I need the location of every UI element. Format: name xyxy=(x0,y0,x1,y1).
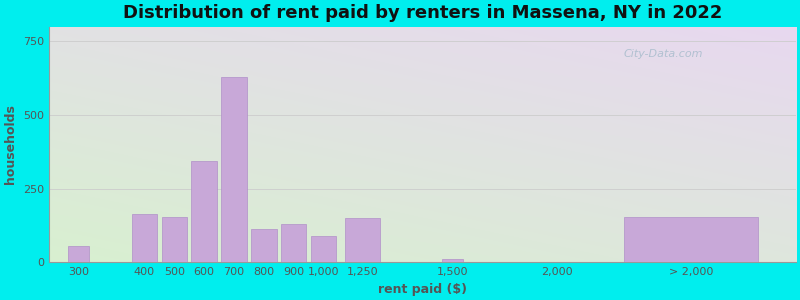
Text: City-Data.com: City-Data.com xyxy=(624,49,703,59)
Bar xyxy=(222,76,246,262)
Bar xyxy=(311,236,336,262)
Bar xyxy=(251,229,277,262)
Bar xyxy=(162,217,187,262)
Bar xyxy=(68,246,89,262)
Bar xyxy=(442,260,462,262)
Y-axis label: households: households xyxy=(4,104,17,184)
Bar xyxy=(281,224,306,262)
X-axis label: rent paid ($): rent paid ($) xyxy=(378,283,466,296)
Bar xyxy=(132,214,157,262)
Bar xyxy=(345,218,381,262)
Title: Distribution of rent paid by renters in Massena, NY in 2022: Distribution of rent paid by renters in … xyxy=(122,4,722,22)
Bar xyxy=(624,217,758,262)
Bar xyxy=(191,161,217,262)
